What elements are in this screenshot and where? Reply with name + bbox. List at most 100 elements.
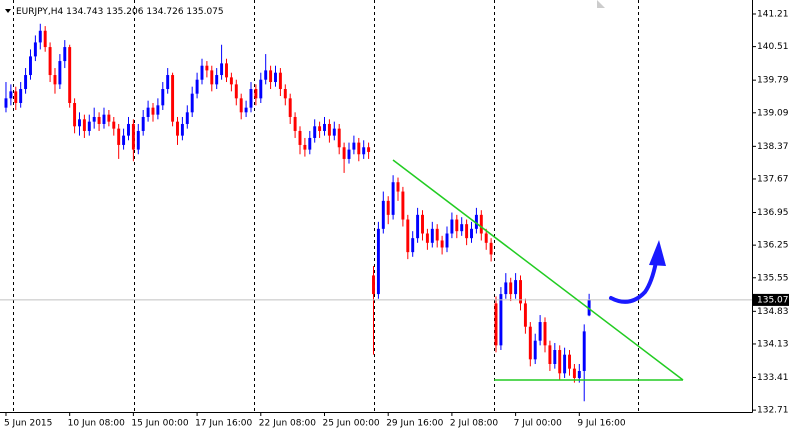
plot-area (0, 23, 752, 402)
candle-body (68, 47, 72, 103)
x-tick-label: 5 Jun 2015 (4, 419, 52, 429)
candle-body (97, 116, 101, 124)
candle-body (244, 107, 248, 113)
candle-body (484, 233, 488, 243)
candle-body (14, 91, 18, 103)
candle-body (259, 79, 263, 99)
candle-body (107, 114, 111, 122)
y-tick-label: 139.090 (757, 108, 789, 118)
candle-body (156, 105, 160, 115)
candle-body (43, 30, 47, 48)
current-price-label: 135.075 (757, 295, 789, 305)
candle-body (455, 219, 459, 232)
candle-body (136, 130, 140, 150)
candle-body (391, 182, 395, 215)
y-tick-label: 132.710 (757, 406, 789, 416)
candle-body (215, 75, 219, 85)
candle-body (161, 89, 165, 106)
candle-body (401, 191, 405, 220)
candle-body (269, 70, 273, 83)
candle-body (73, 103, 77, 127)
candle-body (416, 214, 420, 239)
candle-body (171, 75, 175, 122)
x-tick-label: 29 Jun 16:00 (386, 419, 443, 429)
candle-body (24, 75, 28, 90)
candle-body (514, 280, 518, 295)
x-tick-label: 2 Jul 08:00 (450, 419, 499, 429)
symbol-menu-icon[interactable] (5, 9, 11, 13)
y-tick-label: 133.410 (757, 373, 789, 383)
x-tick-label: 25 Jun 00:00 (322, 419, 379, 429)
candle-body (327, 123, 331, 136)
candle-body (362, 147, 366, 155)
candle-body (112, 121, 116, 129)
candle-body (465, 224, 469, 239)
candle-body (229, 77, 233, 85)
candle-body (180, 123, 184, 136)
candle-body (430, 228, 434, 243)
candle-body (533, 340, 537, 360)
candle-body (205, 65, 209, 71)
y-tick-label: 134.830 (757, 307, 789, 317)
candle-body (425, 233, 429, 243)
candle-body (200, 65, 204, 80)
candle-body (254, 89, 258, 99)
candle-body (210, 70, 214, 85)
candle-body (146, 107, 150, 117)
candle-body (19, 89, 23, 103)
candle-body (568, 354, 571, 369)
candle-body (141, 116, 145, 131)
candle-body (337, 128, 341, 148)
candle-body (323, 123, 326, 131)
candle-body (122, 135, 126, 145)
candle-body (308, 137, 312, 150)
candle-body (38, 30, 42, 43)
candle-body (318, 126, 322, 131)
candle-body (92, 116, 96, 122)
y-tick-label: 136.250 (757, 241, 789, 251)
candle-body (450, 219, 454, 234)
candle-body (342, 147, 346, 159)
period-separators (13, 0, 639, 412)
candle-body (372, 275, 375, 295)
candle-body (53, 75, 57, 85)
arrow-head (649, 240, 666, 266)
candle-body (127, 123, 130, 136)
candle-body (494, 303, 498, 346)
candle-body (225, 63, 228, 78)
candle-body (264, 70, 268, 80)
candle-body (499, 294, 503, 346)
candle-body (572, 368, 576, 378)
candle-body (176, 121, 179, 136)
candle-body (234, 84, 238, 99)
candle-body (29, 56, 32, 76)
candle-body (332, 128, 336, 136)
candle-body (523, 303, 527, 327)
y-tick-label: 139.790 (757, 76, 789, 86)
candle-body (4, 98, 8, 108)
candle-body (367, 147, 371, 152)
candle-body (470, 228, 473, 239)
candle-body (479, 214, 483, 234)
corner-marker (597, 0, 605, 8)
candle-body (293, 116, 297, 131)
x-tick-label: 7 Jul 00:00 (514, 419, 563, 429)
candle-body (582, 331, 586, 371)
candle-body (117, 128, 121, 145)
candle-body (504, 282, 508, 295)
candle-body (577, 370, 581, 378)
candle-body (288, 98, 292, 117)
candle-body (278, 72, 282, 90)
candle-body (195, 79, 199, 94)
candle-body (131, 123, 135, 150)
candle-body (347, 149, 351, 159)
y-tick-label: 136.950 (757, 208, 789, 218)
candle-body (239, 98, 243, 113)
candle-body (435, 228, 439, 241)
y-tick-label: 137.670 (757, 174, 789, 184)
x-tick-label: 15 Jun 00:00 (131, 419, 188, 429)
chart-header: EURJPY,H4 134.743 135.206 134.726 135.07… (16, 7, 224, 17)
symbol: EURJPY,H4 (16, 7, 64, 17)
